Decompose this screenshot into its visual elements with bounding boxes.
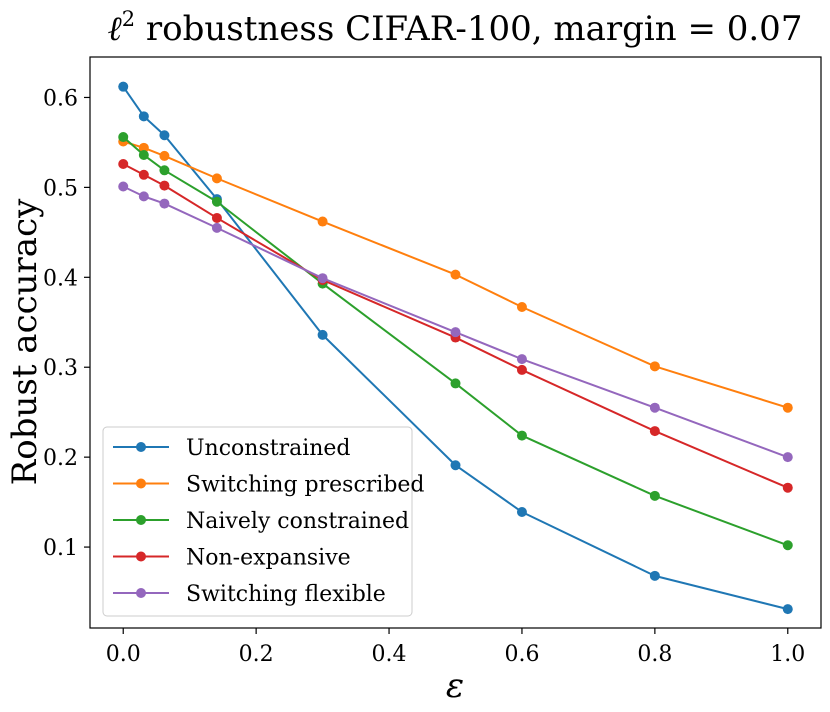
legend-entry: Switching flexible [113,582,386,607]
data-point [138,169,149,180]
x-axis-label: ε [446,666,464,706]
data-point [159,165,170,176]
x-tick-label: 0.6 [504,642,539,667]
legend-label: Switching prescribed [186,473,425,498]
data-point [450,327,461,338]
data-point [516,507,527,518]
y-axis-label: Robust accuracy [5,198,45,485]
series-switching-flexible [118,181,793,463]
data-point [118,159,129,170]
data-point [649,402,660,413]
data-point [211,212,222,223]
data-point [138,150,149,161]
data-point [118,181,129,192]
x-tick-label: 0.0 [106,642,141,667]
legend-marker [136,478,146,489]
x-tick-label: 1.0 [770,642,805,667]
legend-entry: Non-expansive [113,546,351,571]
chart-title-rest: robustness CIFAR-100, margin = 0.07 [135,9,802,49]
data-point [516,364,527,375]
data-point [649,426,660,437]
data-point [782,604,793,615]
data-point [782,402,793,413]
axis-ticks: 0.0 0.2 0.4 0.6 0.8 1.0 0.1 0.2 0.3 0.4 0.5 0.6 [43,86,805,667]
data-point [782,482,793,493]
y-tick-label: 0.5 [43,176,78,201]
legend-marker [136,588,146,598]
y-tick-label: 0.6 [43,86,78,111]
data-point [317,216,328,227]
legend-marker [136,551,146,562]
data-point [649,570,660,581]
legend-entry: Unconstrained [113,436,351,461]
data-point [782,452,793,463]
data-point [211,196,222,207]
legend-marker [136,515,146,525]
legend-label: Switching flexible [186,582,386,607]
legend: Unconstrained Switching prescribed Naively… [102,426,425,617]
series-switching-prescribed [118,136,793,413]
data-point [649,361,660,372]
data-point [138,142,149,153]
x-tick-label: 0.4 [372,642,407,667]
series-unconstrained [118,81,793,615]
legend-box [102,426,413,617]
x-tick-label: 0.8 [637,642,672,667]
plot-frame [89,56,822,629]
data-point [516,430,527,441]
y-tick-label: 0.2 [43,446,78,471]
y-tick-label: 0.4 [43,266,78,291]
data-point [138,191,149,202]
legend-label: Unconstrained [186,436,351,461]
chart-title-superscript: 2 [122,7,135,31]
data-point [516,301,527,312]
legend-marker [136,442,146,452]
data-point [159,180,170,191]
y-tick-label: 0.1 [43,536,78,561]
data-point [211,222,222,233]
x-tick-label: 0.2 [239,642,274,667]
plot-area [118,81,793,615]
data-point [450,269,461,280]
data-point [159,150,170,161]
legend-entry: Naively constrained [113,509,409,534]
data-point [138,111,149,122]
legend-entry: Switching prescribed [113,473,425,498]
series-line [122,185,789,459]
data-point [649,490,660,501]
data-point [159,198,170,209]
y-tick-label: 0.3 [43,356,78,381]
data-point [516,354,527,365]
chart-title: ℓ2 robustness CIFAR-100, margin = 0.07 [108,7,803,49]
data-point [317,329,328,340]
legend-label: Naively constrained [186,509,409,534]
data-point [782,540,793,551]
data-point [118,81,129,92]
chart-title-prefix: ℓ [108,9,122,49]
legend-label: Non-expansive [186,546,351,571]
data-point [211,173,222,184]
data-point [317,273,328,284]
data-point [159,130,170,141]
data-point [118,132,129,143]
data-point [450,460,461,471]
data-point [450,378,461,389]
